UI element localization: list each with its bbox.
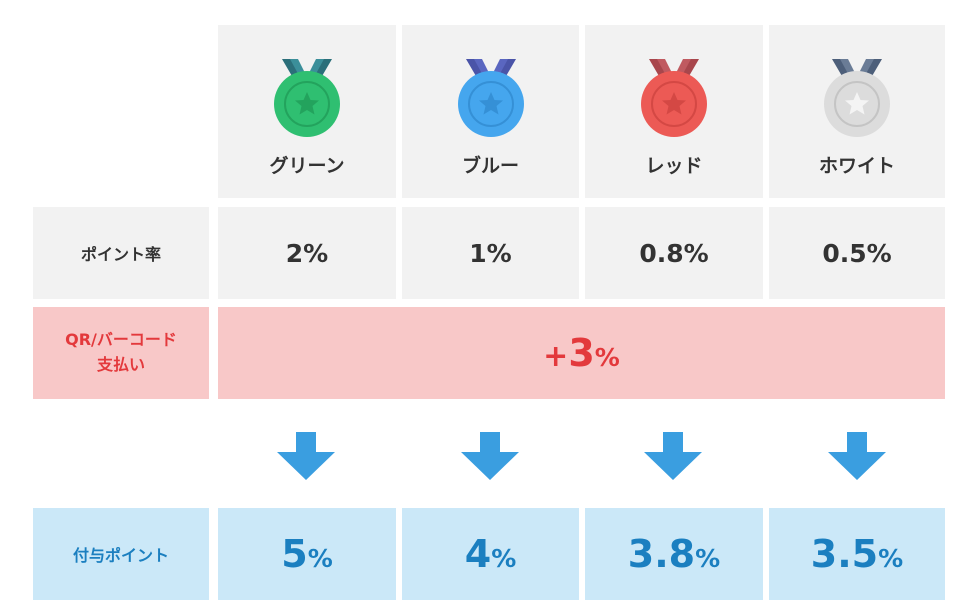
- qr-bonus-sign: +: [543, 339, 569, 374]
- point-rate-label-cell: ポイント率: [33, 207, 209, 299]
- qr-payment-label-line2: 支払い: [96, 355, 145, 374]
- rank-name-white: ホワイト: [818, 155, 895, 177]
- blue-medal-icon: [457, 59, 524, 137]
- granted-white-number: 3.5: [810, 532, 879, 576]
- rank-header-green: グリーン: [218, 25, 396, 198]
- qr-payment-label-cell: QR/バーコード 支払い: [33, 307, 209, 399]
- granted-red: 3.8%: [628, 532, 720, 576]
- point-rate-blue: 1%: [469, 238, 512, 268]
- granted-red-cell: 3.8%: [585, 508, 763, 600]
- granted-red-percent: %: [695, 544, 721, 573]
- rank-header-red: レッド: [585, 25, 763, 198]
- arrow-down-icon: [828, 432, 886, 480]
- granted-blue: 4%: [465, 532, 517, 576]
- point-rate-red-cell: 0.8%: [585, 207, 763, 299]
- arrow-down-icon: [644, 432, 702, 480]
- granted-green-cell: 5%: [218, 508, 396, 600]
- granted-white-cell: 3.5%: [769, 508, 945, 600]
- point-rate-white: 0.5%: [822, 238, 892, 268]
- rank-header-white: ホワイト: [769, 25, 945, 198]
- qr-payment-label-line1: QR/バーコード: [65, 330, 177, 350]
- point-rate-red: 0.8%: [639, 238, 709, 268]
- point-rate-label: ポイント率: [80, 245, 161, 264]
- granted-blue-number: 4: [464, 532, 492, 576]
- rank-name-blue: ブルー: [461, 155, 519, 177]
- rank-name-green: グリーン: [269, 155, 345, 177]
- granted-points-label: 付与ポイント: [72, 546, 169, 565]
- granted-white: 3.5%: [811, 532, 903, 576]
- red-medal-icon: [641, 59, 707, 137]
- granted-white-percent: %: [878, 544, 904, 573]
- rank-header-blue: ブルー: [402, 25, 579, 198]
- point-rate-green: 2%: [285, 238, 329, 268]
- white-medal-icon: [824, 59, 890, 137]
- granted-green-number: 5: [281, 532, 308, 576]
- granted-blue-percent: %: [491, 544, 517, 573]
- granted-red-number: 3.8: [627, 532, 696, 576]
- qr-bonus-number: 3: [568, 331, 595, 375]
- granted-green: 5%: [281, 532, 333, 576]
- granted-green-percent: %: [307, 544, 333, 573]
- qr-bonus-percent: %: [594, 343, 620, 372]
- qr-bonus-cell: +3%: [218, 307, 945, 399]
- green-medal-icon: [274, 59, 340, 137]
- granted-blue-cell: 4%: [402, 508, 579, 600]
- point-rate-green-cell: 2%: [218, 207, 396, 299]
- point-rate-white-cell: 0.5%: [769, 207, 945, 299]
- point-rate-blue-cell: 1%: [402, 207, 579, 299]
- arrow-down-icon: [461, 432, 519, 480]
- granted-points-label-cell: 付与ポイント: [33, 508, 209, 600]
- arrow-down-icon: [277, 432, 335, 480]
- rank-name-red: レッド: [645, 155, 703, 177]
- qr-bonus-value: +3%: [543, 331, 620, 375]
